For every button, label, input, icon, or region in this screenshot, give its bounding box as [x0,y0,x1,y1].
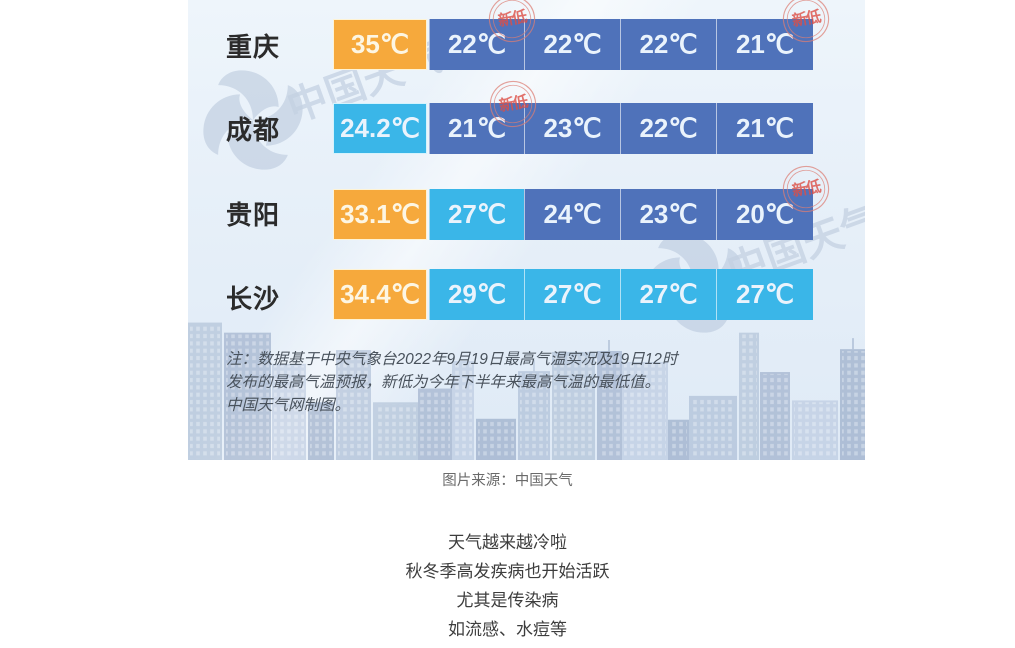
svg-text:新低: 新低 [791,176,824,200]
svg-text:新低: 新低 [791,6,824,30]
svg-text:新低: 新低 [498,91,531,115]
svg-text:新低: 新低 [497,6,530,30]
